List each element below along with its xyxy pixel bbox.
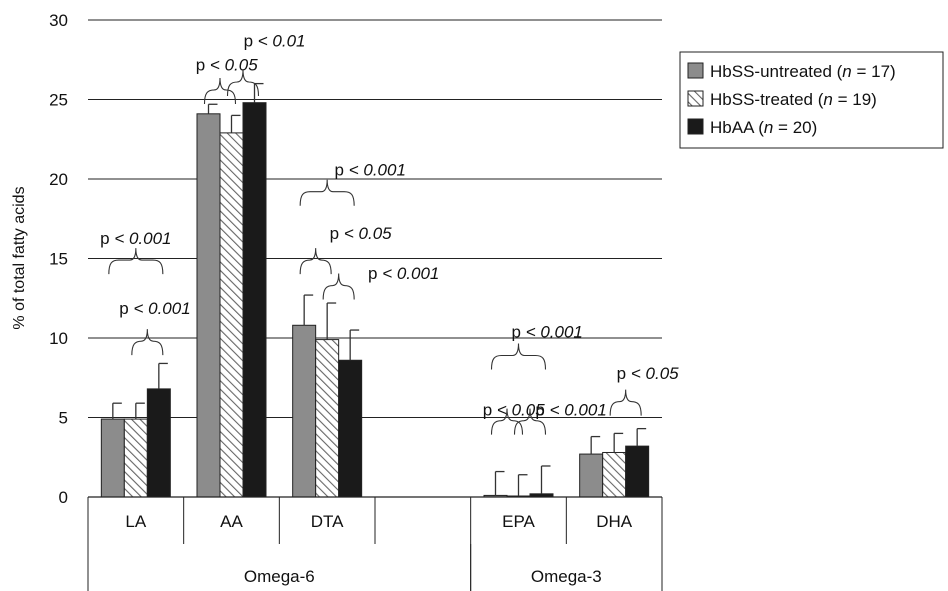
category-label: DHA [596, 512, 633, 531]
legend-label: HbAA (n = 20) [710, 118, 817, 137]
significance-brace [299, 179, 355, 206]
legend-swatch [687, 62, 704, 79]
category-label: DTA [311, 512, 344, 531]
y-tick-label: 5 [59, 409, 68, 428]
bar [579, 453, 604, 498]
significance-brace [490, 343, 547, 370]
y-tick-label: 25 [49, 91, 68, 110]
y-axis-label: % of total fatty acids [11, 186, 28, 329]
y-tick-label: 30 [49, 11, 68, 30]
gridlines [88, 19, 662, 418]
bar [625, 445, 650, 498]
bar [100, 418, 125, 498]
bar [242, 102, 267, 498]
legend-box [679, 51, 944, 149]
bar [338, 359, 363, 498]
p-value-label: p < 0.01 [244, 32, 306, 51]
p-value-label: p < 0.001 [100, 229, 171, 248]
significance-brace [203, 77, 237, 104]
p-value-label: p < 0.05 [196, 56, 258, 75]
legend: HbSS-untreated (n = 17) HbSS-treated (n =… [679, 51, 944, 149]
legend-label: HbSS-untreated (n = 17) [710, 62, 896, 81]
significance-brace [299, 248, 332, 275]
y-tick-label: 10 [49, 329, 68, 348]
p-value-label: p < 0.001 [335, 160, 406, 179]
significance-brace [322, 273, 355, 300]
bar [219, 132, 244, 498]
significance-brace [131, 329, 164, 356]
p-value-label: p < 0.05 [330, 224, 392, 243]
p-value-label: p < 0.001 [368, 264, 439, 283]
error-bars [112, 82, 647, 497]
bar [123, 418, 148, 498]
p-value-label: p < 0.001 [512, 323, 583, 342]
category-label: EPA [502, 512, 535, 531]
legend-swatch [687, 90, 704, 107]
legend-swatch [687, 118, 704, 135]
y-tick-label: 0 [59, 488, 68, 507]
p-value-label: p < 0.001 [535, 401, 606, 420]
significance-brace [108, 248, 164, 275]
group-label: Omega-3 [531, 567, 602, 586]
p-value-label: p < 0.001 [119, 299, 190, 318]
y-axis-ticks: 0 5 10 15 20 25 30 [49, 11, 68, 507]
bar [146, 388, 171, 498]
p-value-label: p < 0.05 [483, 401, 545, 420]
significance-brace [490, 408, 524, 435]
bar [602, 451, 627, 498]
significance-brace [226, 70, 260, 97]
x-axis: LA AA DTA EPA DHA Omega-6 Omega-3 [87, 496, 663, 591]
category-label: AA [220, 512, 243, 531]
y-tick-label: 15 [49, 250, 68, 269]
p-value-label: p < 0.05 [617, 364, 679, 383]
group-label: Omega-6 [244, 567, 315, 586]
bar [315, 339, 340, 498]
y-tick-label: 20 [49, 170, 68, 189]
legend-label: HbSS-treated (n = 19) [710, 90, 877, 109]
significance-brace [513, 408, 547, 435]
category-label: LA [125, 512, 146, 531]
bar [196, 113, 221, 498]
bar [292, 324, 317, 498]
significance-brace [609, 389, 642, 416]
